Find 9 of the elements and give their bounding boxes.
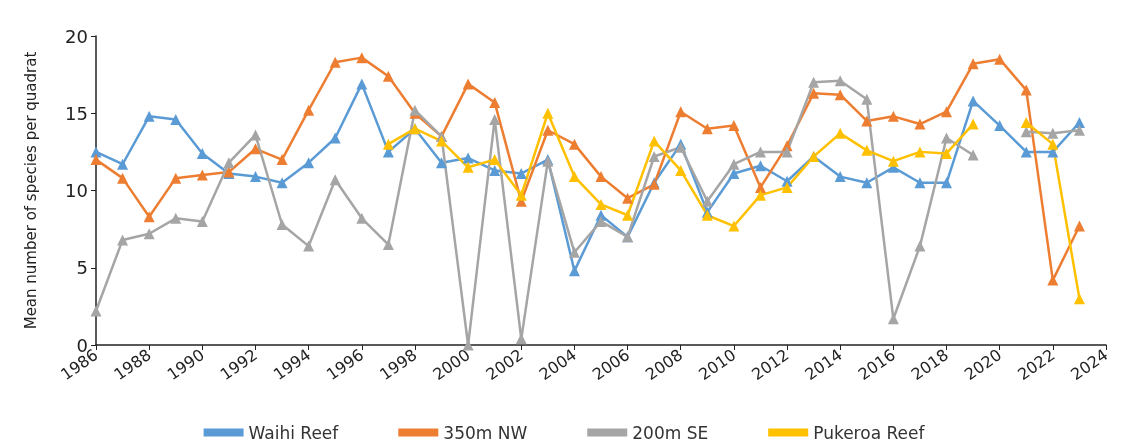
legend-label: Pukeroa Reef bbox=[813, 422, 926, 443]
y-tick-label: 20 bbox=[65, 25, 88, 47]
legend-label: 350m NW bbox=[443, 422, 528, 443]
legend-label: 200m SE bbox=[632, 422, 709, 443]
y-tick-label: 10 bbox=[65, 180, 88, 201]
y-tick-label: 5 bbox=[76, 257, 88, 279]
y-axis-title: Mean number of species per quadrat bbox=[21, 51, 40, 330]
legend-label: Waihi Reef bbox=[248, 422, 340, 443]
y-tick-label: 15 bbox=[65, 102, 88, 124]
